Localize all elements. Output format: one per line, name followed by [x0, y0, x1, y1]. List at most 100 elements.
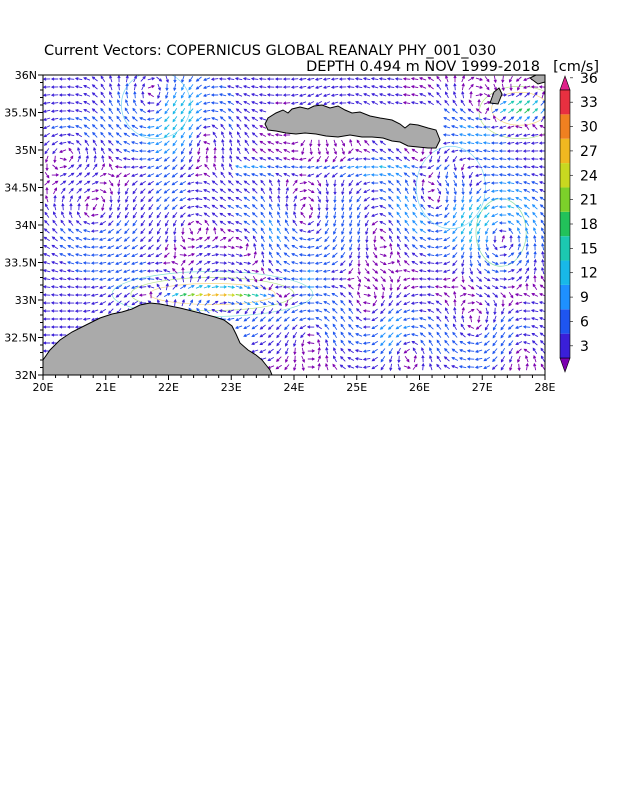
current-vector [323, 316, 330, 322]
current-vector [244, 235, 250, 242]
current-vector [485, 315, 489, 324]
current-vector [459, 157, 467, 161]
current-vector [50, 77, 59, 81]
current-vector [155, 252, 163, 258]
current-vector [419, 324, 427, 329]
current-vector [525, 259, 529, 267]
current-vector [196, 299, 202, 306]
current-vector [506, 157, 515, 161]
current-vector [325, 346, 329, 355]
current-vector [194, 189, 203, 193]
current-vector [101, 147, 105, 155]
current-vector [357, 291, 361, 299]
colorbar-label: 12 [580, 266, 598, 282]
current-vector [323, 261, 331, 265]
current-vector [314, 269, 323, 273]
current-vector [117, 75, 121, 83]
current-vector [436, 75, 442, 82]
current-vector [140, 228, 146, 235]
current-vector [138, 293, 147, 297]
current-vector [363, 196, 370, 202]
current-vector [340, 243, 345, 251]
current-vector [91, 124, 98, 130]
current-vector [482, 133, 491, 137]
current-vector [340, 323, 346, 330]
current-vector [146, 261, 155, 265]
current-vector [533, 227, 537, 235]
current-vector [349, 219, 353, 227]
current-vector [482, 117, 491, 121]
current-vector [261, 250, 265, 259]
current-vector [148, 220, 154, 227]
current-vector [203, 212, 210, 218]
current-vector [173, 75, 177, 84]
current-vector [188, 124, 194, 131]
current-vector [403, 156, 410, 162]
current-vector [252, 220, 258, 226]
colorbar-label: 30 [580, 120, 598, 136]
current-vector [52, 164, 59, 170]
current-vector [459, 332, 466, 338]
current-vector [508, 108, 515, 114]
current-vector [116, 107, 122, 115]
current-vector [428, 331, 434, 338]
current-vector [357, 275, 362, 283]
current-vector [331, 252, 338, 258]
current-vector [362, 317, 371, 321]
current-vector [173, 227, 177, 236]
current-vector [228, 123, 234, 130]
current-vector [461, 195, 465, 204]
current-vector [66, 285, 75, 289]
current-vector [461, 163, 465, 171]
current-vector [396, 283, 401, 291]
current-vector [371, 213, 379, 217]
current-vector [51, 244, 59, 250]
current-vector [378, 77, 387, 81]
current-vector [490, 157, 499, 161]
current-vector [419, 228, 426, 234]
current-vector [66, 77, 75, 81]
current-vector [453, 195, 457, 204]
current-vector [90, 229, 99, 233]
current-vector [172, 156, 178, 163]
current-vector [187, 213, 195, 217]
current-vector [51, 269, 59, 273]
current-vector [132, 211, 138, 219]
current-vector [444, 307, 449, 315]
current-vector [195, 285, 203, 289]
current-vector [469, 259, 473, 268]
current-vector [444, 323, 450, 331]
current-vector [131, 300, 139, 306]
current-vector [131, 180, 138, 186]
current-vector [434, 253, 443, 257]
y-tick-label: 34.5N [4, 182, 37, 195]
current-vector [412, 219, 418, 226]
current-vector [468, 83, 474, 90]
current-vector [325, 187, 329, 196]
current-vector [515, 341, 523, 346]
current-vector [475, 293, 483, 298]
current-vector [276, 300, 282, 306]
current-vector [429, 355, 433, 363]
current-vector [458, 149, 467, 153]
current-vector [213, 163, 217, 171]
current-vector [500, 108, 507, 114]
current-vector [210, 101, 219, 105]
current-vector [139, 261, 147, 265]
current-vector [276, 292, 283, 298]
current-vector [108, 99, 113, 107]
current-vector [379, 148, 387, 154]
current-vector [219, 204, 227, 210]
current-vector [293, 339, 297, 347]
current-vector [482, 181, 491, 185]
current-vector [60, 187, 66, 194]
current-vector [188, 84, 194, 91]
current-vector [341, 235, 345, 243]
current-vector [491, 364, 498, 370]
current-vector [349, 211, 353, 219]
current-vector [436, 331, 442, 338]
current-vector [444, 339, 450, 346]
current-vector [531, 204, 538, 210]
current-vector [226, 77, 235, 81]
current-vector [267, 141, 275, 145]
